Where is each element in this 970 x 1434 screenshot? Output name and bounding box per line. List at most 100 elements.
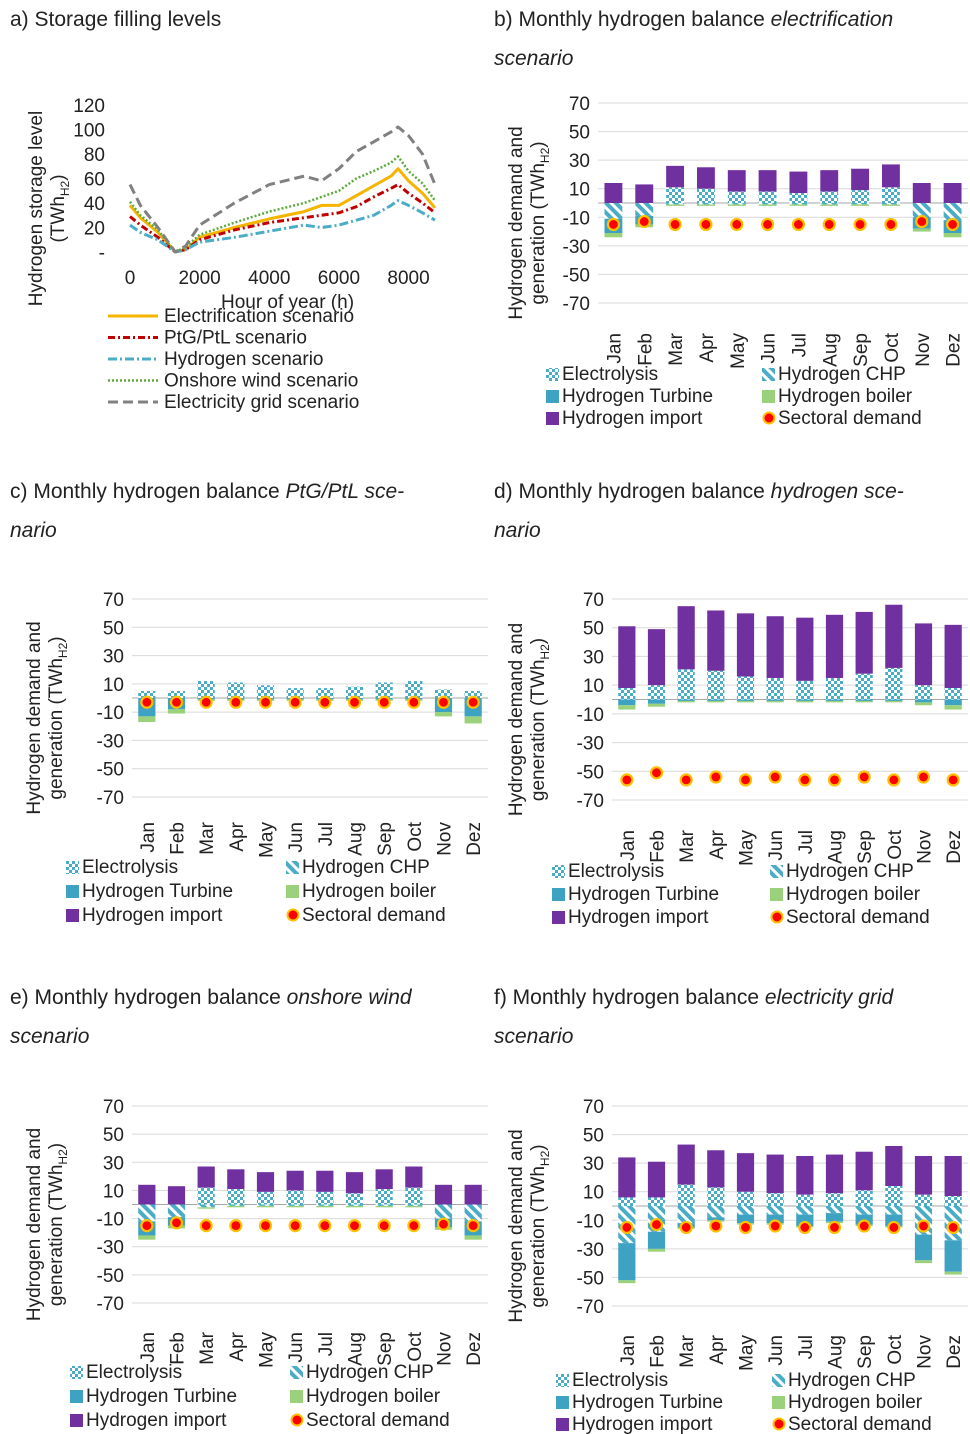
bar-segment-electrolysis	[914, 685, 933, 700]
bar-segment-boiler	[375, 1205, 393, 1208]
legend-swatch-electrolysis	[552, 865, 565, 878]
bar-segment-import	[885, 604, 903, 668]
bar-segment-electrolysis	[736, 676, 755, 700]
bar-segment-import	[167, 1186, 186, 1205]
panel-d: d) Monthly hydrogen balance hydrogen sce…	[494, 480, 968, 928]
legend-swatch-import	[546, 412, 559, 425]
bar-segment-chp	[820, 203, 839, 205]
demand-marker	[709, 770, 723, 784]
y-tick-label: -50	[577, 1268, 604, 1289]
bar-segment-import	[944, 624, 962, 689]
y-tick-label: -50	[563, 265, 590, 286]
bar-segment-import	[677, 606, 695, 670]
x-tick-label: May	[737, 1335, 758, 1371]
bar-segment-chp	[666, 203, 685, 205]
legend-marker-demand	[772, 1417, 786, 1431]
x-tick-label: Mar	[197, 1331, 218, 1364]
bar-segment-electrolysis	[197, 681, 215, 698]
legend-label-import: Hydrogen import	[562, 408, 703, 429]
y-tick-label: 50	[103, 1125, 124, 1146]
x-tick-label: Jun	[286, 822, 307, 853]
demand-marker	[318, 1219, 332, 1233]
legend-label-chp: Hydrogen CHP	[786, 861, 914, 882]
legend-label-grid: Electricity grid scenario	[164, 392, 359, 413]
bar-segment-import	[618, 626, 636, 689]
bar-segment-turbine	[885, 1214, 903, 1226]
chart-title-emph: electricity grid	[765, 986, 895, 1009]
x-tick-label: Jun	[766, 1335, 787, 1366]
bar-segment-electrolysis	[825, 1193, 844, 1206]
y-tick-label: -10	[97, 703, 124, 724]
demand-marker	[679, 773, 693, 787]
y-tick-label: 40	[84, 194, 105, 215]
y-tick-label: -10	[97, 1210, 124, 1231]
bar-segment-electrolysis	[758, 191, 777, 203]
bar-segment-electrolysis	[138, 690, 156, 698]
demand-marker	[169, 1216, 184, 1230]
x-tick-label: Jan	[618, 830, 639, 861]
demand-marker	[637, 214, 651, 229]
demand-marker	[466, 695, 480, 709]
bar-segment-boiler	[727, 204, 746, 206]
legend-label-turbine: Hydrogen Turbine	[562, 386, 713, 407]
legend-label-import: Hydrogen import	[568, 907, 709, 928]
legend-swatch-boiler	[290, 1390, 303, 1403]
chart-title-line2: nario	[494, 519, 541, 542]
bar-segment-import	[736, 1153, 755, 1192]
bar-segment-boiler	[789, 204, 808, 206]
chart-panels: a) Storage filling levels-20406080100120…	[10, 8, 968, 1434]
bar-segment-boiler	[851, 204, 870, 206]
y-axis-label: Hydrogen demand andgeneration (TWhH2)	[506, 126, 552, 319]
x-tick-label: Apr	[227, 821, 248, 851]
bar-segment-boiler	[316, 1205, 334, 1208]
y-tick-label: -50	[577, 762, 604, 783]
y-axis-label-line2: generation (TWh	[528, 1166, 549, 1308]
y-axis-label-sub: H2	[538, 1150, 552, 1166]
demand-marker	[347, 695, 362, 709]
bar-segment-electrolysis	[345, 1193, 364, 1205]
x-tick-label: Sep	[375, 1332, 396, 1366]
bar-legend: Electrolysis Hydrogen CHP Hydrogen Turbine…	[552, 861, 930, 928]
demand-marker	[347, 1219, 362, 1233]
x-tick-label: Dez	[944, 333, 965, 367]
y-tick-label: -10	[577, 1211, 604, 1232]
panel-f: f) Monthly hydrogen balance electricity …	[494, 986, 968, 1434]
demand-marker	[768, 1219, 782, 1233]
bar-segment-electrolysis	[345, 686, 364, 698]
bar-segment-chp	[227, 1204, 245, 1206]
y-tick-label: 30	[103, 1153, 124, 1174]
bar-segment-boiler	[943, 233, 962, 238]
chart-title-emph: onshore wind	[287, 986, 413, 1009]
demand-marker	[887, 773, 901, 787]
bar-segment-boiler	[914, 1260, 933, 1264]
legend-swatch-chp	[770, 865, 783, 878]
bar-segment-electrolysis	[434, 689, 453, 698]
x-tick-label: 6000	[318, 268, 360, 289]
legend-swatch-electrolysis	[66, 861, 79, 874]
legend-swatch-import	[66, 909, 79, 922]
x-tick-label: Oct	[882, 332, 903, 362]
chart-title-plain: e) Monthly hydrogen balance	[10, 986, 287, 1009]
x-tick-label: Oct	[405, 821, 426, 851]
bar-segment-chp	[851, 203, 870, 205]
y-tick-label: 80	[84, 145, 105, 166]
demand-marker	[738, 1220, 753, 1235]
bar-segment-import	[758, 170, 777, 192]
bar-segment-turbine	[707, 699, 725, 701]
y-tick-label: 30	[569, 151, 590, 172]
bar-segment-import	[405, 1166, 423, 1188]
bar-segment-turbine	[855, 699, 873, 701]
demand-marker	[730, 217, 744, 232]
bar-segment-boiler	[820, 204, 839, 206]
y-tick-label: 10	[103, 1181, 124, 1202]
bar-segment-electrolysis	[820, 191, 839, 203]
x-tick-label: Apr	[707, 829, 728, 859]
demand-marker	[140, 1219, 154, 1233]
x-tick-label: Feb	[648, 1335, 669, 1368]
bar-segment-electrolysis	[944, 1196, 962, 1206]
x-tick-label: May	[728, 333, 749, 369]
x-tick-label: Sep	[855, 830, 876, 864]
legend-label-chp: Hydrogen CHP	[302, 857, 430, 878]
y-axis-label: Hydrogen storage level(TWhH2)	[26, 111, 72, 306]
x-tick-label: Aug	[346, 822, 367, 856]
